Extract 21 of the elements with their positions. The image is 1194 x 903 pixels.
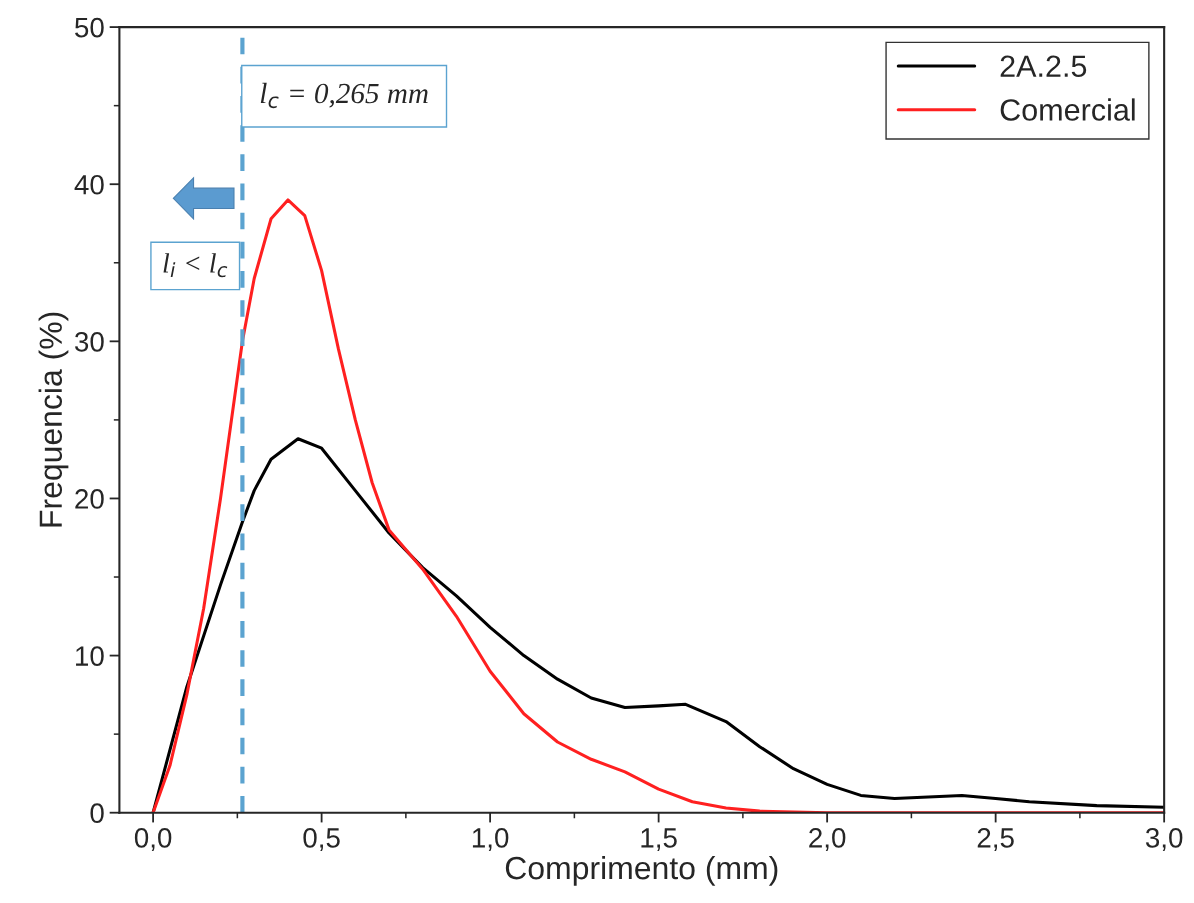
legend-label: 2A.2.5 (1000, 55, 1087, 78)
line-series (151, 437, 1165, 813)
y-tick-label: 10 (76, 646, 104, 666)
x-tick-label: 3,0 (1145, 828, 1183, 851)
y-tick-label: 0 (90, 803, 104, 824)
x-axis-title: Comprimento (mm) (505, 855, 778, 886)
y-tick-label: 20 (75, 489, 104, 509)
ref-line-label: l$_{c}$ = 0,265 mm (260, 82, 428, 109)
y-tick-label: 30 (74, 332, 104, 352)
line-series (151, 198, 1165, 813)
x-tick-label: 1,0 (472, 828, 509, 851)
y-tick-label: 40 (74, 174, 104, 195)
x-tick-label: 0,0 (134, 828, 172, 851)
y-axis-title: Frequencia (%) (38, 312, 69, 527)
annotation: l$_{i}$ < l$_{c}$ (163, 253, 228, 278)
x-tick-label: 2,5 (977, 828, 1014, 851)
y-tick-label: 50 (75, 17, 104, 38)
x-tick-label: 2,0 (809, 828, 846, 851)
x-tick-label: 0,5 (303, 828, 340, 851)
legend-label: Comercial (1000, 98, 1135, 121)
x-tick-label: 1,5 (641, 828, 677, 851)
